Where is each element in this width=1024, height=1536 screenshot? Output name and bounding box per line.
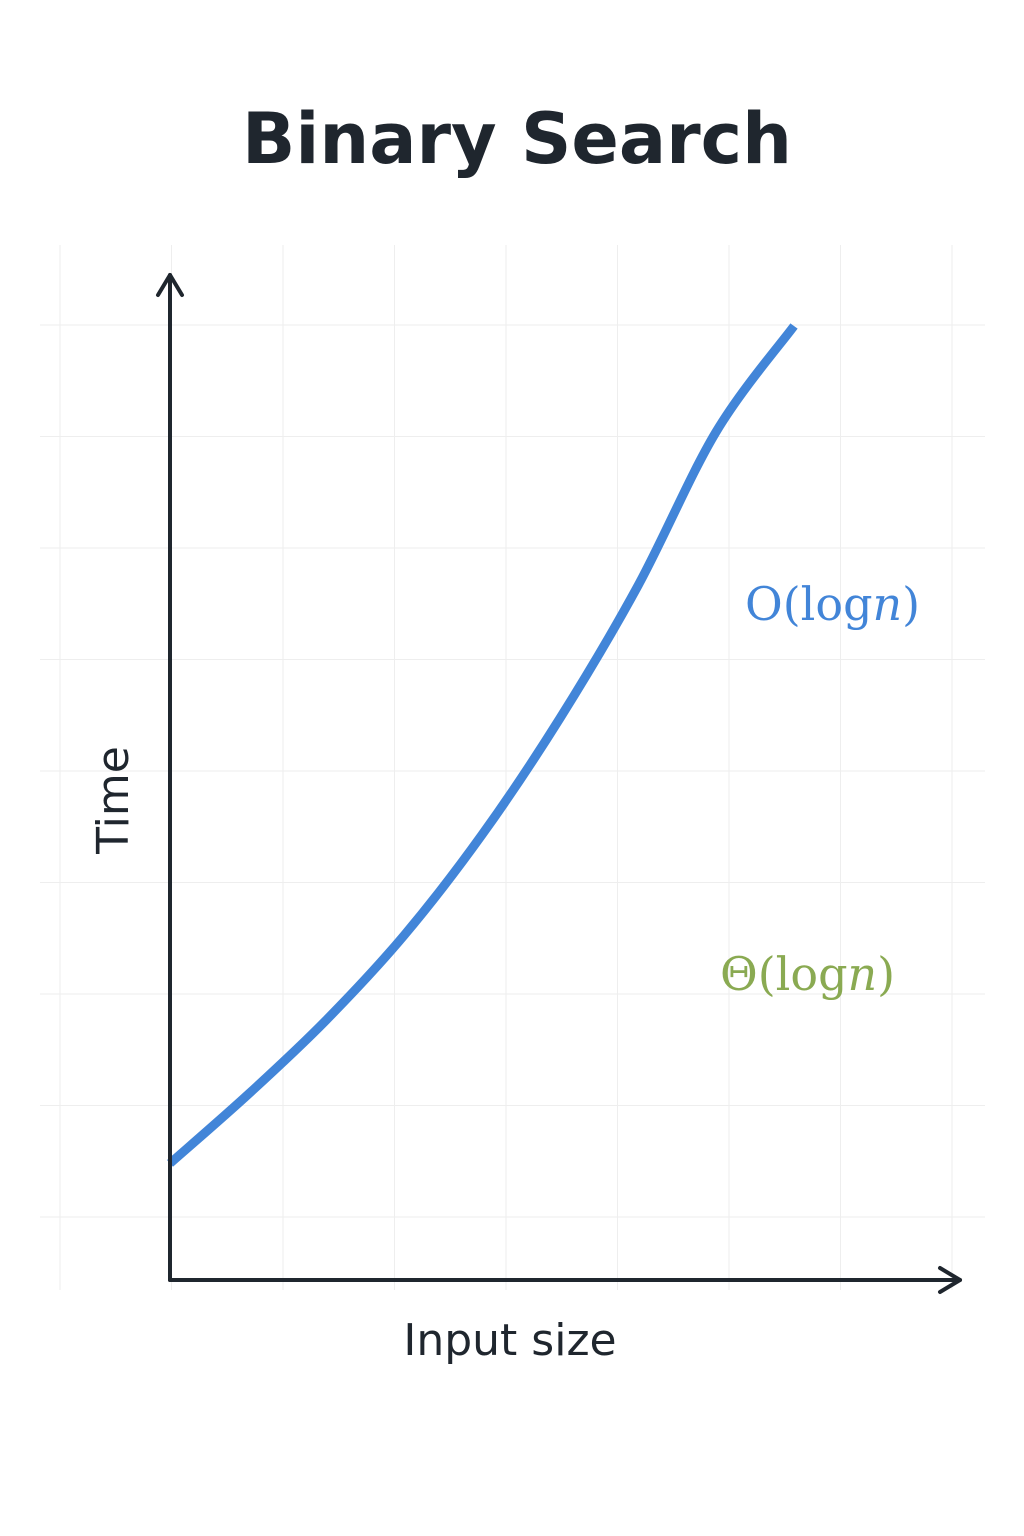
y-axis-arrowhead: [156, 273, 184, 297]
y-axis-label: Time: [88, 746, 139, 855]
annotation-theta: Θ(logn): [720, 947, 895, 1001]
annotation-theta-suffix: ): [877, 947, 895, 1001]
x-axis-label: Input size: [403, 1315, 616, 1366]
series-line-0: [167, 323, 798, 1167]
axes: [156, 273, 962, 1294]
annotation-big-o-suffix: ): [902, 577, 920, 631]
annotation-big-o: O(logn): [745, 577, 920, 631]
chart-title: Binary Search: [242, 98, 792, 180]
series-lines: [167, 323, 798, 1167]
grid: [40, 245, 985, 1290]
annotation-big-o-prefix: O(log: [745, 577, 873, 631]
annotation-theta-prefix: Θ(log: [720, 947, 848, 1001]
x-axis-arrowhead: [938, 1266, 962, 1294]
annotation-big-o-var: n: [873, 577, 903, 631]
annotation-theta-var: n: [848, 947, 878, 1001]
